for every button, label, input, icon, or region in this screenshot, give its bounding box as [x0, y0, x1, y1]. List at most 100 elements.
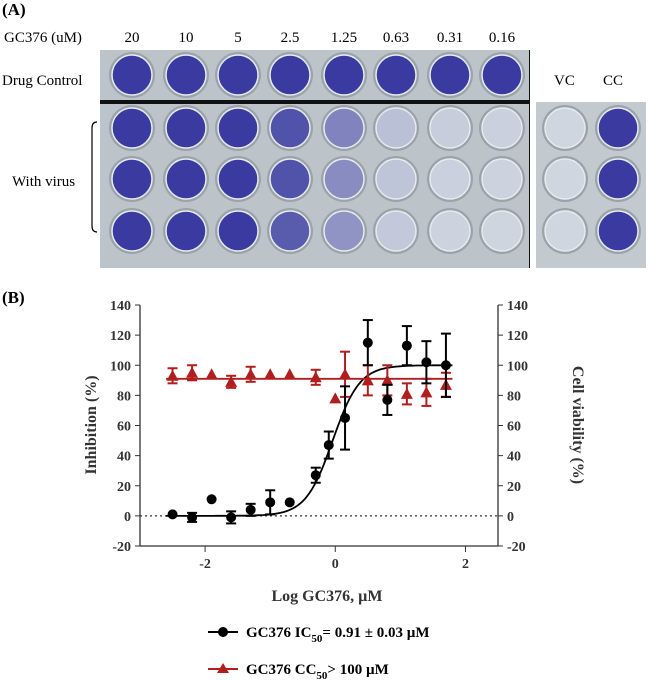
legend-ic50-suffix: = 0.91 ± 0.03 µM [322, 625, 429, 641]
legend-entry-cc50: GC376 CC50> 100 µM [246, 662, 389, 681]
cc50-data-point [186, 366, 199, 378]
concentration-label: 2.5 [281, 30, 300, 46]
y-tick-label-right: 140 [507, 300, 528, 314]
well [217, 210, 259, 252]
concentration-label: 0.16 [489, 30, 516, 46]
well [165, 158, 207, 200]
legend: GC376 IC50= 0.91 ± 0.03 µM GC376 CC50> 1… [208, 625, 430, 681]
ic50-data-point [265, 497, 276, 508]
cc-well [597, 210, 639, 252]
cc50-data-point [420, 386, 433, 398]
legend-cc50-prefix: GC376 CC [246, 662, 316, 678]
vc-well [544, 210, 586, 252]
ic50-data-point [187, 512, 198, 523]
ic50-fit-curve [166, 364, 453, 517]
well [429, 158, 471, 200]
y-tick-label-right: 40 [507, 450, 521, 465]
well [269, 210, 311, 252]
control-label-cc: CC [603, 73, 623, 89]
well [323, 210, 365, 252]
y-tick-label-left: -20 [112, 540, 131, 555]
well [375, 158, 417, 200]
well [165, 54, 207, 96]
control-label-vc: VC [554, 73, 575, 89]
concentration-label: 5 [234, 30, 242, 46]
ic50-data-point [284, 497, 295, 508]
y-tick-label-right: 80 [507, 389, 521, 404]
cc50-data-point [400, 387, 413, 399]
y-tick-label-left: 120 [110, 329, 131, 344]
well [481, 107, 523, 149]
ic50-data-point [323, 440, 334, 451]
well [323, 107, 365, 149]
legend-ic50-prefix: GC376 IC [246, 625, 311, 641]
well [111, 210, 153, 252]
cc50-data-point [264, 368, 277, 380]
cc50-data-point [225, 375, 238, 387]
panel-a-label: (A) [2, 0, 26, 19]
cc50-data-point [283, 368, 296, 380]
cc50-data-point [361, 374, 374, 386]
ic50-data-point [382, 394, 393, 405]
ic50-data-point [167, 509, 178, 520]
concentration-label: 10 [179, 30, 194, 46]
well [429, 54, 471, 96]
well [269, 54, 311, 96]
well [111, 107, 153, 149]
ic50-data-point [245, 504, 256, 515]
plate-gap [530, 50, 536, 270]
cc50-data-point [166, 369, 179, 381]
concentration-label: 1.25 [331, 30, 357, 46]
y-tick-label-right: 60 [507, 420, 521, 435]
legend-marker-cc50 [217, 663, 229, 673]
cc50-data-point [381, 374, 394, 386]
legend-marker-ic50 [218, 627, 228, 637]
well [165, 107, 207, 149]
concentration-label: 0.31 [437, 30, 463, 46]
cc50-data-point [329, 392, 342, 404]
well [111, 158, 153, 200]
well [375, 107, 417, 149]
x-tick-label: 2 [462, 557, 469, 572]
well [217, 158, 259, 200]
concentration-label: 20 [125, 30, 140, 46]
vc-well [544, 158, 586, 200]
y-tick-label-right: 0 [507, 510, 514, 525]
ic50-data-point [206, 494, 217, 505]
well [217, 107, 259, 149]
y-tick-label-right: -20 [507, 540, 526, 555]
row-label-with-virus: With virus [12, 174, 75, 190]
virus-rows-bracket [91, 121, 98, 233]
cc50-data-point [244, 368, 257, 380]
cc50-data-point [339, 368, 352, 380]
legend-cc50-suffix: > 100 µM [327, 662, 388, 678]
well [481, 158, 523, 200]
y-axis-title-left: Inhibition (%) [83, 375, 100, 474]
legend-ic50-sub: 50 [311, 633, 323, 645]
well [481, 210, 523, 252]
y-tick-label-left: 20 [117, 480, 131, 495]
well [165, 210, 207, 252]
ic50-data-point [310, 470, 321, 481]
y-tick-label-left: 60 [117, 420, 131, 435]
well [375, 210, 417, 252]
ic50-data-point [340, 412, 351, 423]
ic50-data-point [421, 357, 432, 368]
ic50-data-point [226, 512, 237, 523]
vc-well [544, 107, 586, 149]
well [429, 107, 471, 149]
cc-well [597, 107, 639, 149]
well [481, 54, 523, 96]
well [323, 54, 365, 96]
well [111, 54, 153, 96]
cc50-data-point [309, 371, 322, 383]
y-tick-label-left: 100 [110, 359, 131, 374]
row-label-drug-control: Drug Control [2, 73, 82, 89]
y-axis-title-right: Cell viability (%) [569, 366, 586, 484]
legend-cc50-sub: 50 [316, 670, 328, 681]
well [375, 54, 417, 96]
well [429, 210, 471, 252]
x-tick-label: 0 [332, 557, 339, 572]
y-tick-label-left: 80 [117, 389, 131, 404]
x-axis-title: Log GC376, µM [272, 588, 383, 605]
